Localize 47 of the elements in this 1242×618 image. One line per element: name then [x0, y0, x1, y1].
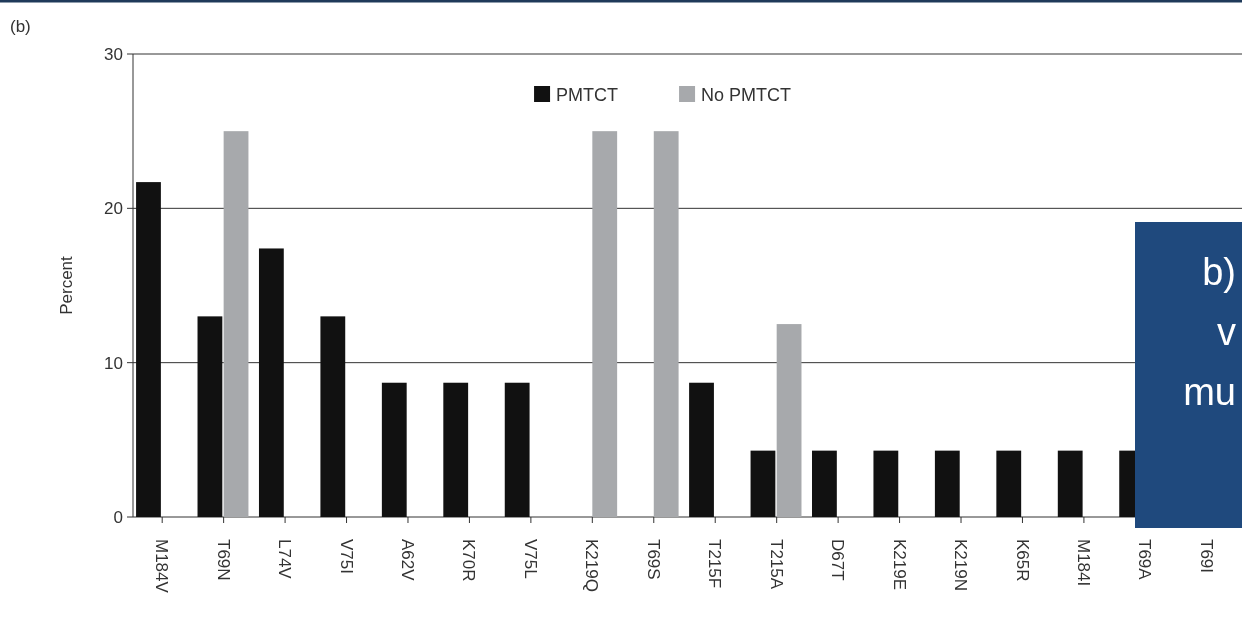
bar	[197, 316, 223, 517]
y-axis-title: Percent	[57, 255, 76, 315]
y-tick-label: 20	[104, 199, 123, 219]
x-tick-label: K219Q	[582, 539, 602, 592]
y-tick-label: 30	[104, 44, 123, 64]
bar	[136, 182, 161, 517]
bar	[812, 450, 837, 517]
x-tick-label: K219N	[951, 539, 971, 591]
x-tick-label: A62V	[398, 539, 418, 582]
legend-label: PMTCT	[556, 85, 619, 106]
bar	[873, 450, 899, 517]
x-tick-label: M184V	[152, 539, 172, 594]
y-tick-label: 0	[113, 507, 123, 527]
annotation: b)	[1202, 251, 1236, 293]
bar	[934, 450, 960, 517]
x-tick-label: T69I	[1196, 539, 1216, 574]
annotation: v	[1217, 311, 1236, 353]
legend-label: No PMTCT	[701, 85, 792, 106]
x-tick-label: M184I	[1073, 539, 1093, 587]
chart-title: (b)	[10, 17, 31, 36]
bar	[320, 316, 346, 517]
bar	[504, 382, 530, 517]
bar	[996, 450, 1022, 517]
x-tick-label: L74V	[275, 539, 295, 580]
y-tick-label: 10	[104, 353, 123, 373]
bar	[381, 382, 407, 517]
x-tick-label: K70R	[459, 539, 479, 582]
bar	[653, 131, 679, 517]
bar	[689, 382, 714, 517]
x-tick-label: T215F	[705, 539, 725, 589]
bar	[1057, 450, 1083, 517]
x-tick-label: V75L	[520, 539, 540, 579]
bar	[750, 450, 776, 517]
x-tick-label: T69N	[213, 539, 233, 581]
bar	[776, 324, 802, 517]
x-tick-label: K219E	[889, 539, 909, 591]
bar	[443, 382, 469, 517]
x-tick-label: T215A	[766, 539, 786, 590]
x-tick-label: T69A	[1135, 539, 1155, 581]
annotation: mu	[1183, 371, 1236, 413]
bar	[258, 248, 284, 517]
x-tick-label: T69S	[643, 539, 663, 580]
bar	[223, 131, 249, 517]
x-tick-label: K65R	[1012, 539, 1032, 582]
x-tick-label: D67T	[828, 539, 848, 581]
x-tick-label: V75I	[336, 539, 356, 574]
bar	[592, 131, 618, 517]
